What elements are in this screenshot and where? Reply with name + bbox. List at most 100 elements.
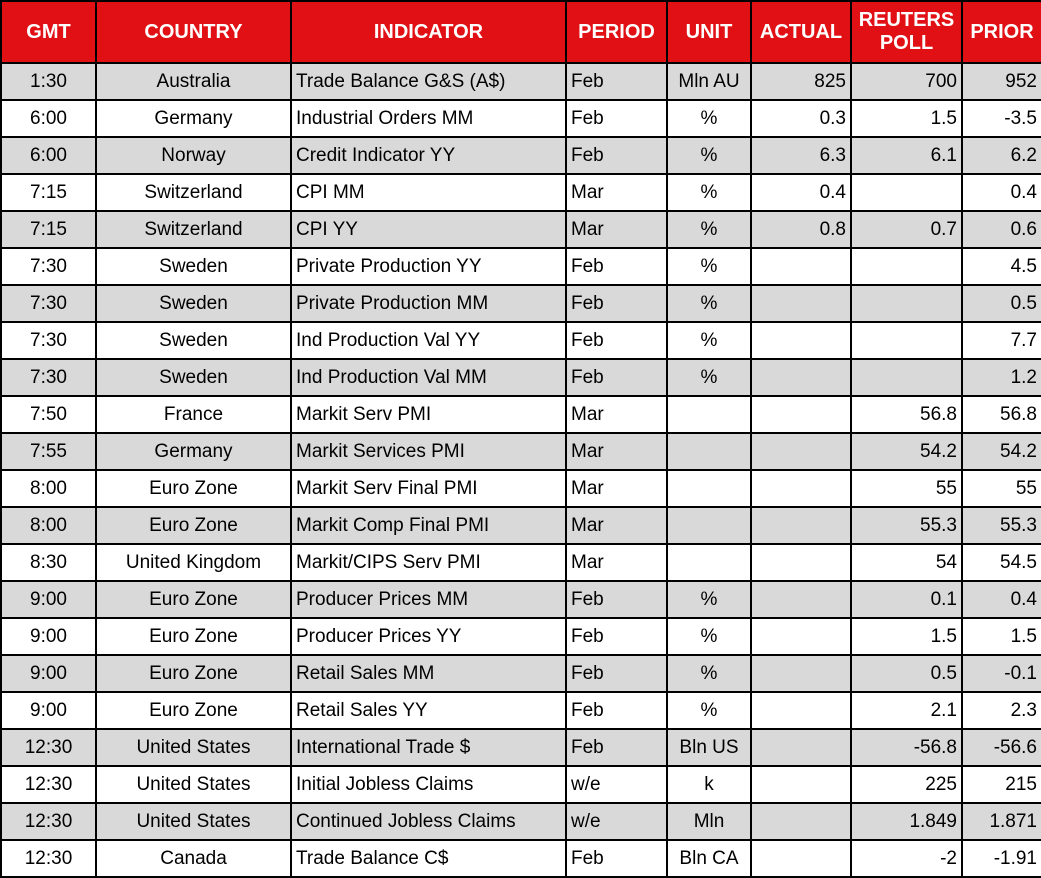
- cell-actual: 6.3: [750, 136, 852, 175]
- cell-indicator: Markit Comp Final PMI: [290, 506, 567, 545]
- cell-period: Mar: [565, 210, 668, 249]
- table-row: 12:30 United States International Trade $ F…: [0, 728, 1041, 767]
- cell-prior: -1.91: [961, 839, 1041, 878]
- cell-reuters-poll: 55.3: [850, 506, 963, 545]
- table-row: 9:00 Euro Zone Producer Prices MM Feb% 0.1 0.…: [0, 580, 1041, 619]
- cell-country: Sweden: [95, 358, 292, 397]
- cell-unit: [666, 432, 752, 471]
- cell-gmt: 7:15: [0, 210, 97, 249]
- cell-country: Sweden: [95, 247, 292, 286]
- table-row: 12:30 United States Initial Jobless Claims…: [0, 765, 1041, 804]
- cell-actual: [750, 839, 852, 878]
- cell-period: Feb: [565, 247, 668, 286]
- cell-actual: [750, 802, 852, 841]
- cell-gmt: 8:30: [0, 543, 97, 582]
- cell-reuters-poll: 700: [850, 62, 963, 101]
- cell-country: Euro Zone: [95, 580, 292, 619]
- cell-actual: [750, 691, 852, 730]
- cell-prior: 952: [961, 62, 1041, 101]
- cell-period: Mar: [565, 506, 668, 545]
- cell-unit: %: [666, 136, 752, 175]
- table-row: 12:30 Canada Trade Balance C$ Feb Bln CA -2 -1…: [0, 839, 1041, 878]
- cell-actual: [750, 395, 852, 434]
- cell-unit: %: [666, 247, 752, 286]
- cell-indicator: Ind Production Val YY: [290, 321, 567, 360]
- column-header-actual: ACTUAL: [750, 0, 852, 64]
- cell-gmt: 1:30: [0, 62, 97, 101]
- cell-country: Euro Zone: [95, 617, 292, 656]
- cell-prior: 1.5: [961, 617, 1041, 656]
- table-header: GMT COUNTRY INDICATOR PERIOD UNIT ACTUAL…: [0, 0, 1041, 64]
- cell-period: Feb: [565, 617, 668, 656]
- cell-indicator: Private Production MM: [290, 284, 567, 323]
- cell-actual: 0.3: [750, 99, 852, 138]
- cell-country: Canada: [95, 839, 292, 878]
- table-row: 7:30 Sweden Ind Production Val MM Feb% 1.2: [0, 358, 1041, 397]
- cell-actual: [750, 358, 852, 397]
- table-row: 8:00 Euro Zone Markit Serv Final PMI Mar 55 5…: [0, 469, 1041, 508]
- cell-period: Mar: [565, 173, 668, 212]
- cell-prior: 54.5: [961, 543, 1041, 582]
- cell-prior: 54.2: [961, 432, 1041, 471]
- cell-gmt: 7:30: [0, 358, 97, 397]
- cell-period: Mar: [565, 432, 668, 471]
- cell-prior: 4.5: [961, 247, 1041, 286]
- cell-unit: %: [666, 321, 752, 360]
- table-row: 8:30 United Kingdom Markit/CIPS Serv PMI Ma…: [0, 543, 1041, 582]
- cell-period: Mar: [565, 395, 668, 434]
- cell-gmt: 7:30: [0, 284, 97, 323]
- column-header-period: PERIOD: [565, 0, 668, 64]
- cell-indicator: Markit Serv PMI: [290, 395, 567, 434]
- cell-reuters-poll: 225: [850, 765, 963, 804]
- cell-period: Feb: [565, 839, 668, 878]
- cell-unit: %: [666, 691, 752, 730]
- cell-reuters-poll: -56.8: [850, 728, 963, 767]
- cell-unit: Bln CA: [666, 839, 752, 878]
- cell-country: United States: [95, 765, 292, 804]
- cell-indicator: Markit Serv Final PMI: [290, 469, 567, 508]
- cell-period: Feb: [565, 580, 668, 619]
- cell-actual: [750, 506, 852, 545]
- cell-prior: 215: [961, 765, 1041, 804]
- cell-actual: [750, 728, 852, 767]
- cell-indicator: International Trade $: [290, 728, 567, 767]
- table-row: 7:30 Sweden Ind Production Val YY Feb% 7.7: [0, 321, 1041, 360]
- cell-unit: Mln: [666, 802, 752, 841]
- cell-reuters-poll: 0.5: [850, 654, 963, 693]
- cell-actual: [750, 765, 852, 804]
- cell-prior: 1.871: [961, 802, 1041, 841]
- cell-gmt: 12:30: [0, 839, 97, 878]
- cell-country: United Kingdom: [95, 543, 292, 582]
- cell-period: w/e: [565, 765, 668, 804]
- cell-prior: 56.8: [961, 395, 1041, 434]
- cell-indicator: Producer Prices MM: [290, 580, 567, 619]
- cell-unit: k: [666, 765, 752, 804]
- cell-period: Feb: [565, 62, 668, 101]
- header-row: GMT COUNTRY INDICATOR PERIOD UNIT ACTUAL…: [0, 0, 1041, 64]
- cell-indicator: Ind Production Val MM: [290, 358, 567, 397]
- cell-actual: [750, 432, 852, 471]
- cell-unit: Bln US: [666, 728, 752, 767]
- cell-reuters-poll: 54: [850, 543, 963, 582]
- cell-indicator: Private Production YY: [290, 247, 567, 286]
- cell-reuters-poll: [850, 173, 963, 212]
- cell-prior: 1.2: [961, 358, 1041, 397]
- table-row: 12:30 United States Continued Jobless Clai…: [0, 802, 1041, 841]
- cell-indicator: Industrial Orders MM: [290, 99, 567, 138]
- cell-unit: Mln AU: [666, 62, 752, 101]
- table-row: 7:30 Sweden Private Production MM Feb% 0.5: [0, 284, 1041, 323]
- cell-prior: 0.5: [961, 284, 1041, 323]
- cell-gmt: 12:30: [0, 765, 97, 804]
- column-header-unit: UNIT: [666, 0, 752, 64]
- cell-prior: 7.7: [961, 321, 1041, 360]
- cell-prior: 55.3: [961, 506, 1041, 545]
- cell-reuters-poll: 56.8: [850, 395, 963, 434]
- cell-gmt: 6:00: [0, 136, 97, 175]
- cell-indicator: Markit/CIPS Serv PMI: [290, 543, 567, 582]
- cell-actual: [750, 617, 852, 656]
- cell-period: Feb: [565, 321, 668, 360]
- cell-period: Feb: [565, 99, 668, 138]
- column-header-reuters-poll: REUTERS POLL: [850, 0, 963, 64]
- cell-country: Euro Zone: [95, 469, 292, 508]
